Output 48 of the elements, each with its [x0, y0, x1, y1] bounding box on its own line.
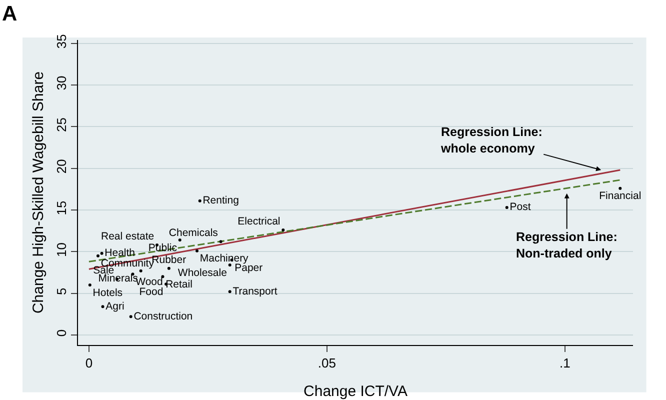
data-label: Food [139, 286, 164, 298]
y-tick-label: 15 [54, 200, 69, 216]
data-label: Health [104, 246, 136, 259]
point [196, 249, 198, 252]
data-label: Retail [166, 278, 192, 290]
point [88, 284, 92, 286]
y-axis-title: Change High-Skilled Wagebill Share [30, 71, 48, 314]
y-tick-label: 35 [54, 34, 69, 49]
y-tick-label: 25 [54, 117, 69, 132]
data-label: Real estate [101, 230, 154, 242]
x-axis-title: Change ICT/VA [304, 383, 408, 400]
x-tick-label: .1 [560, 356, 570, 371]
data-label: Wholesale [178, 266, 228, 279]
data-label: Transport [232, 285, 278, 298]
y-tick-label: 0 [54, 329, 69, 337]
data-label: Construction [134, 310, 193, 322]
data-label: Renting [202, 194, 240, 206]
point [129, 315, 132, 318]
data-label: Rubber [152, 254, 187, 266]
data-label: Hotels [92, 286, 123, 299]
data-label: Machinery [200, 252, 250, 265]
point [219, 240, 222, 244]
point [618, 186, 622, 190]
data-label: Financial [599, 190, 642, 202]
point [167, 266, 170, 270]
point [228, 290, 232, 294]
point [139, 269, 142, 272]
point [100, 252, 104, 255]
y-tick-label: 20 [54, 159, 69, 174]
data-label: Public [148, 242, 177, 254]
point [96, 254, 100, 258]
x-tick-label: .05 [318, 356, 336, 371]
y-tick-label: 10 [54, 242, 69, 257]
data-label: Electrical [238, 216, 280, 228]
chart-title: A [2, 2, 18, 26]
data-label: Post [510, 201, 531, 214]
data-label: Chemicals [168, 227, 218, 240]
annotation: Regression Line: Non-traded only [516, 230, 618, 260]
y-tick-label: 30 [54, 76, 69, 90]
point [198, 199, 202, 202]
point [505, 206, 508, 209]
y-tick-label: 5 [54, 288, 69, 295]
point [178, 238, 182, 242]
annotation: Regression Line: whole economy [440, 125, 542, 156]
data-label: Agri [106, 300, 124, 312]
x-tick-label: 0 [85, 356, 93, 371]
point [282, 228, 285, 232]
point [101, 305, 104, 308]
